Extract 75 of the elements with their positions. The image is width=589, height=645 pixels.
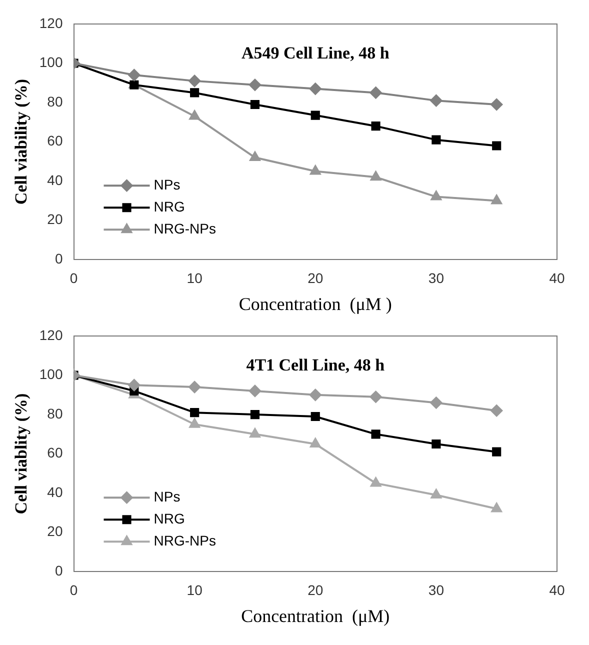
point <box>491 194 502 204</box>
point <box>310 438 321 448</box>
y-axis-title: Cell viablity (%) <box>12 393 31 514</box>
y-tick-label: 120 <box>39 14 63 31</box>
point <box>128 379 140 392</box>
y-tick-label: 20 <box>47 523 63 540</box>
point <box>492 447 502 456</box>
point <box>189 418 200 428</box>
point <box>188 74 201 87</box>
point <box>432 135 441 144</box>
y-tick-label: 80 <box>47 405 63 422</box>
point <box>370 171 382 181</box>
y-tick-label: 80 <box>47 93 63 110</box>
point <box>491 502 502 512</box>
point <box>250 100 260 110</box>
point <box>250 410 260 420</box>
point <box>248 384 261 397</box>
point <box>309 82 322 95</box>
legend-label: NRG-NPs <box>154 220 216 236</box>
legend-label: NRG <box>154 510 185 526</box>
text: 4T1 Cell Line, 48 h <box>246 355 386 374</box>
y-tick-label: 0 <box>54 250 63 266</box>
point <box>130 80 139 90</box>
point <box>370 477 382 487</box>
y-tick-label: 120 <box>39 326 63 343</box>
y-axis-title: Cell viability (%) <box>12 78 31 205</box>
legend-label: NRG-NPs <box>154 532 216 548</box>
point <box>432 439 441 449</box>
x-tick-label: 20 <box>308 270 324 286</box>
x-tick-label: 30 <box>428 582 444 598</box>
point <box>430 489 442 499</box>
y-tick-label: 60 <box>47 132 63 149</box>
x-tick-label: 10 <box>186 270 203 286</box>
point <box>128 69 140 82</box>
point <box>190 408 200 418</box>
y-tick-label: 100 <box>39 54 63 70</box>
y-tick-label: 40 <box>47 484 63 500</box>
x-tick-label: 0 <box>70 270 78 286</box>
x-tick-label: 40 <box>549 270 565 286</box>
point <box>310 110 320 120</box>
point <box>371 430 380 439</box>
point <box>310 412 320 422</box>
text: A549 Cell Line, 48 h <box>241 43 390 62</box>
point <box>250 428 260 438</box>
point <box>430 94 442 107</box>
x-tick-label: 10 <box>186 582 203 598</box>
x-tick-label: 0 <box>70 582 78 598</box>
point <box>370 390 382 403</box>
legend-label: NPs <box>154 488 180 504</box>
point <box>190 88 200 98</box>
point <box>309 388 322 401</box>
point <box>188 381 201 394</box>
point <box>250 152 260 162</box>
legend-label: NRG <box>154 198 185 214</box>
y-tick-label: 0 <box>54 562 63 578</box>
y-tick-label: 60 <box>47 444 63 461</box>
point <box>248 78 261 91</box>
x-axis-title: Concentration (μM) <box>241 606 390 626</box>
point <box>370 86 382 99</box>
point <box>490 98 503 110</box>
y-tick-label: 40 <box>47 172 63 188</box>
point <box>490 404 503 417</box>
y-tick-label: 100 <box>39 366 63 382</box>
point <box>371 122 380 131</box>
point <box>310 165 321 175</box>
x-tick-label: 40 <box>549 582 565 598</box>
y-tick-label: 20 <box>47 211 63 228</box>
legend-label: NPs <box>154 176 180 192</box>
x-tick-label: 30 <box>428 270 444 286</box>
point <box>189 110 200 120</box>
point <box>430 396 442 409</box>
point <box>492 141 502 150</box>
point <box>430 190 442 200</box>
x-tick-label: 20 <box>308 582 324 598</box>
x-axis-title: Concentration (μM ) <box>238 294 392 314</box>
